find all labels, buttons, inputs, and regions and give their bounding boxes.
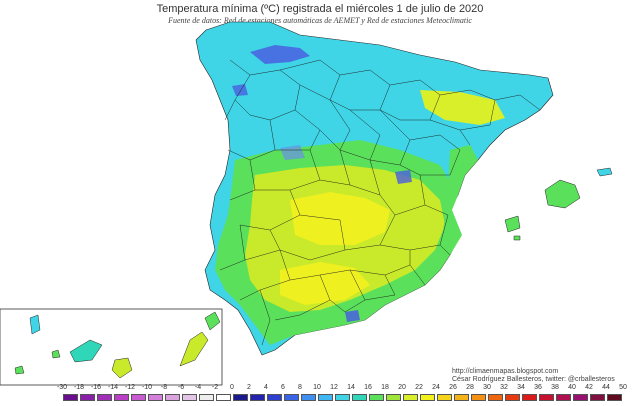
legend-label: -2 [211,384,219,391]
color-legend: -30 -18 -16 -14 -12 -10 -8 -6 -4 -2 0 2 4 6 8 10 12 14 16 1… [57,384,632,404]
island-gran-canaria [111,357,133,379]
credit-url: http://climaenmapas.blogspot.com [452,368,559,375]
island-el-hierro [14,365,25,375]
island-ibiza [504,215,521,233]
legend-swatch [97,394,112,401]
legend-swatch [335,394,350,401]
legend-swatch [403,394,418,401]
legend-swatch [318,394,333,401]
legend-swatch [301,394,316,401]
legend-swatch [420,394,435,401]
legend-swatch [199,394,214,401]
legend-label: 42 [585,384,593,391]
legend-label: -6 [177,384,185,391]
zone-yellow-south [280,262,370,305]
zone-cold-central [280,145,305,160]
legend-label: -18 [73,384,85,391]
legend-swatch [63,394,78,401]
zone-cold-sierra-nevada [345,310,360,322]
canary-inset [0,308,223,386]
zone-cold-leon [232,84,248,96]
legend-swatch [454,394,469,401]
legend-label: 6 [281,384,285,391]
legend-swatch [539,394,554,401]
map-title: Temperatura mínima (ºC) registrada el mi… [156,3,484,15]
legend-swatch [165,394,180,401]
legend-label: 8 [298,384,302,391]
legend-label: -8 [160,384,168,391]
legend-label: 10 [313,384,321,391]
legend-swatch [148,394,163,401]
legend-label: -16 [90,384,102,391]
island-tenerife [69,339,103,363]
island-menorca [596,167,613,177]
legend-label: -10 [141,384,153,391]
province-borders [219,59,541,346]
legend-label: 38 [551,384,559,391]
legend-label: 34 [517,384,525,391]
island-la-palma [29,314,41,335]
legend-label: -12 [124,384,136,391]
legend-swatch [471,394,486,401]
legend-label: -14 [107,384,119,391]
legend-label: -30 [56,384,68,391]
legend-swatch [233,394,248,401]
legend-label: 40 [568,384,576,391]
island-fuerteventura [179,331,209,367]
legend-swatch [284,394,299,401]
legend-label: 16 [364,384,372,391]
map-subtitle: Fuente de datos: Red de estaciones autom… [168,16,472,25]
island-la-gomera [51,349,61,359]
legend-swatch [607,394,622,401]
legend-swatch [590,394,605,401]
legend-swatch [250,394,265,401]
legend-label: 26 [449,384,457,391]
legend-label: 24 [432,384,440,391]
legend-swatch [505,394,520,401]
legend-label: 14 [347,384,355,391]
legend-swatch [369,394,384,401]
island-formentera [513,235,521,241]
legend-swatch [437,394,452,401]
legend-label: -4 [194,384,202,391]
zone-cold-cantabrica [250,45,310,64]
legend-swatch [522,394,537,401]
legend-label: 30 [483,384,491,391]
legend-swatch [182,394,197,401]
legend-swatch [386,394,401,401]
legend-swatch [488,394,503,401]
legend-label: 22 [415,384,423,391]
legend-label: 44 [602,384,610,391]
credit-author: César Rodríguez Ballesteros, twitter: @c… [452,376,615,383]
legend-label: 32 [500,384,508,391]
legend-swatch [556,394,571,401]
legend-label: 36 [534,384,542,391]
legend-swatch [267,394,282,401]
legend-label: 18 [381,384,389,391]
zone-yellow-ebro [420,90,505,125]
legend-label: 4 [264,384,268,391]
legend-swatch [216,394,231,401]
legend-label: 28 [466,384,474,391]
legend-swatch [131,394,146,401]
legend-swatch [352,394,367,401]
legend-swatch [80,394,95,401]
legend-label: 12 [330,384,338,391]
legend-label: 50 [619,384,627,391]
zone-yellow-center [290,192,390,245]
legend-swatch [573,394,588,401]
island-mallorca [544,179,581,209]
zone-cold-iberico [395,170,412,184]
legend-label: 20 [398,384,406,391]
legend-label: 0 [230,384,234,391]
legend-swatch [114,394,129,401]
island-lanzarote [204,311,221,331]
legend-label: 2 [247,384,251,391]
